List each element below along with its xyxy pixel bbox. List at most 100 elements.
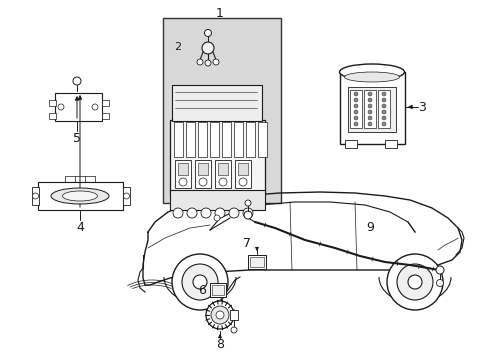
Circle shape	[367, 92, 371, 96]
Circle shape	[172, 254, 227, 310]
Bar	[170, 190, 264, 210]
Bar	[235, 160, 250, 188]
Text: 5: 5	[73, 131, 81, 144]
Bar	[345, 140, 356, 148]
Bar	[163, 18, 281, 203]
Circle shape	[353, 116, 357, 120]
Circle shape	[216, 311, 224, 319]
Circle shape	[396, 264, 432, 300]
Circle shape	[202, 42, 214, 54]
Bar	[185, 122, 195, 157]
Ellipse shape	[51, 188, 109, 204]
Bar	[384, 140, 396, 148]
Bar	[363, 90, 375, 128]
Bar	[174, 122, 183, 157]
Circle shape	[58, 104, 64, 110]
Circle shape	[213, 59, 219, 65]
Bar	[247, 255, 265, 269]
Bar	[102, 113, 109, 119]
Text: 8: 8	[216, 338, 224, 351]
Circle shape	[381, 122, 385, 126]
Bar	[234, 122, 243, 157]
Circle shape	[353, 98, 357, 102]
Circle shape	[239, 178, 246, 186]
Bar	[198, 163, 207, 175]
Text: 9: 9	[366, 220, 373, 234]
Bar	[215, 160, 230, 188]
Bar	[175, 160, 191, 188]
Bar	[347, 87, 395, 132]
Text: 2: 2	[174, 42, 181, 52]
Text: 7: 7	[243, 237, 250, 249]
Circle shape	[381, 104, 385, 108]
Circle shape	[386, 254, 442, 310]
Ellipse shape	[339, 64, 404, 80]
Circle shape	[205, 301, 234, 329]
Circle shape	[230, 327, 237, 333]
Bar	[222, 122, 230, 157]
Circle shape	[179, 178, 186, 186]
Bar	[172, 85, 262, 121]
Circle shape	[199, 178, 206, 186]
Bar	[49, 100, 56, 106]
Bar	[229, 310, 238, 320]
Circle shape	[353, 92, 357, 96]
Circle shape	[244, 200, 250, 206]
Bar	[170, 120, 264, 195]
Bar	[102, 100, 109, 106]
Bar	[195, 160, 210, 188]
Bar	[198, 122, 206, 157]
Bar	[212, 285, 224, 295]
Circle shape	[436, 279, 443, 287]
Circle shape	[92, 104, 98, 110]
Bar	[349, 90, 361, 128]
Ellipse shape	[62, 191, 97, 201]
Circle shape	[367, 116, 371, 120]
Circle shape	[201, 208, 210, 218]
Circle shape	[381, 116, 385, 120]
Circle shape	[73, 77, 81, 85]
Bar	[245, 122, 254, 157]
Bar	[55, 93, 102, 121]
Bar	[377, 90, 389, 128]
Bar	[209, 283, 225, 297]
Circle shape	[210, 306, 228, 324]
Circle shape	[367, 110, 371, 114]
Circle shape	[204, 60, 210, 66]
Bar	[209, 122, 219, 157]
Circle shape	[214, 215, 220, 221]
Circle shape	[353, 104, 357, 108]
Circle shape	[353, 110, 357, 114]
Circle shape	[173, 208, 183, 218]
Bar	[49, 113, 56, 119]
Circle shape	[367, 104, 371, 108]
Circle shape	[193, 275, 206, 289]
Circle shape	[367, 98, 371, 102]
Bar	[238, 163, 247, 175]
Circle shape	[197, 59, 203, 65]
Circle shape	[407, 275, 421, 289]
Bar	[249, 257, 264, 267]
Circle shape	[204, 30, 211, 36]
Circle shape	[381, 110, 385, 114]
Text: 4: 4	[76, 220, 84, 234]
Circle shape	[215, 208, 224, 218]
Bar	[123, 187, 130, 205]
Bar	[339, 72, 404, 144]
Text: 1: 1	[216, 6, 224, 19]
Bar	[178, 163, 187, 175]
Circle shape	[353, 122, 357, 126]
Bar	[218, 163, 227, 175]
Circle shape	[381, 98, 385, 102]
Text: 3: 3	[417, 100, 425, 113]
Bar	[258, 122, 266, 157]
Circle shape	[381, 92, 385, 96]
Bar	[38, 182, 123, 210]
Circle shape	[244, 211, 251, 219]
Circle shape	[243, 208, 252, 218]
Bar	[32, 187, 39, 205]
Text: 6: 6	[198, 284, 205, 297]
Circle shape	[32, 193, 39, 199]
Circle shape	[123, 193, 129, 199]
Ellipse shape	[344, 72, 399, 82]
